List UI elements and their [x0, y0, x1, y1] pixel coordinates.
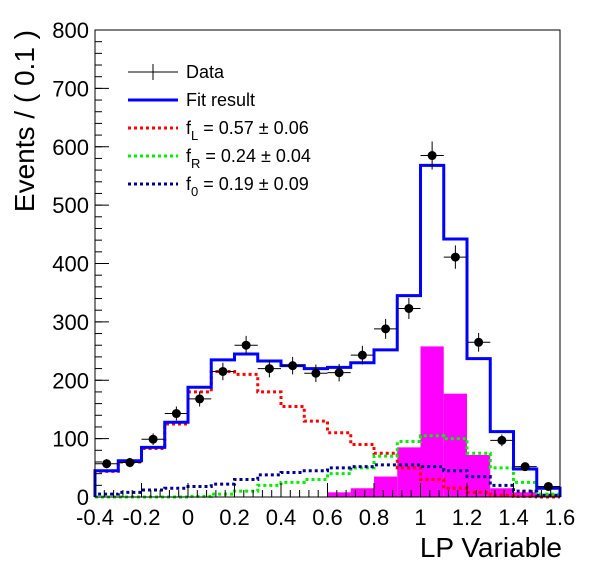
y-tick-label: 400	[52, 252, 89, 277]
x-tick-label: 1.6	[545, 505, 576, 530]
data-point-marker	[241, 340, 251, 350]
legend-item-data: Data	[128, 62, 225, 82]
data-point-marker	[264, 364, 274, 374]
x-tick-label: 1.2	[452, 505, 483, 530]
filled-histogram-bar	[513, 492, 537, 497]
y-tick-label: 600	[52, 135, 89, 160]
data-point	[490, 434, 514, 447]
y-tick-label: 300	[52, 310, 89, 335]
data-point	[304, 364, 328, 383]
data-points-layer	[95, 141, 560, 491]
filled-histogram-bar	[397, 447, 421, 497]
data-point-marker	[102, 459, 112, 469]
y-tick-label: 0	[77, 485, 89, 510]
f0-curve	[93, 463, 562, 497]
data-point	[467, 332, 491, 352]
data-point-marker	[450, 252, 460, 262]
filled-histogram-bar	[490, 488, 514, 497]
legend-label-fit-result: Fit result	[186, 90, 255, 110]
y-axis-title: Events / ( 0.1 )	[9, 30, 40, 212]
data-point-marker	[171, 409, 181, 419]
data-point	[164, 406, 188, 421]
data-point-marker	[474, 337, 484, 347]
y-tick-label: 800	[52, 18, 89, 43]
data-point	[257, 359, 281, 378]
filled-histogram-bar	[327, 492, 351, 497]
x-tick-label: 0	[182, 505, 194, 530]
data-point	[420, 141, 444, 170]
x-tick-label: 0.2	[219, 505, 250, 530]
legend-item-fit-result: Fit result	[128, 90, 255, 110]
y-tick-label: 200	[52, 368, 89, 393]
legend-item-fl: fL = 0.57 ± 0.06	[128, 118, 309, 143]
legend-label-data: Data	[186, 62, 225, 82]
data-point	[95, 459, 119, 469]
data-point	[397, 297, 421, 319]
data-point-marker	[288, 361, 298, 371]
data-point-marker	[404, 303, 414, 313]
y-tick-label: 500	[52, 193, 89, 218]
data-point	[118, 457, 142, 468]
data-point	[281, 356, 305, 375]
y-tick-label: 700	[52, 76, 89, 101]
legend: Data Fit result fL = 0.57 ± 0.06 fR = 0.…	[128, 62, 311, 199]
x-tick-label: -0.4	[76, 505, 114, 530]
fit-result-curve	[93, 163, 562, 497]
data-point-marker	[497, 435, 507, 445]
data-point-marker	[543, 481, 553, 491]
x-tick-label: 1	[414, 505, 426, 530]
y-tick-label: 100	[52, 427, 89, 452]
x-tick-label: 0.4	[266, 505, 297, 530]
legend-label-fr: fR = 0.24 ± 0.04	[186, 146, 311, 171]
data-point-marker	[311, 368, 321, 378]
axis-layer: -0.4 -0.2 0 0.2 0.4 0.6 0.8 1 1.2 1.4 1.6 0 100 200 30…	[52, 18, 575, 530]
data-point-marker	[195, 394, 205, 404]
legend-item-fr: fR = 0.24 ± 0.04	[128, 146, 311, 171]
data-point-marker	[520, 462, 530, 472]
data-point	[536, 481, 560, 491]
data-point-marker	[357, 350, 367, 360]
data-point-marker	[148, 434, 158, 444]
x-tick-label: 0.6	[312, 505, 343, 530]
legend-label-f0: f0 = 0.19 ± 0.09	[186, 174, 309, 199]
data-point	[234, 335, 258, 355]
data-point-marker	[125, 458, 135, 468]
data-point-marker	[334, 368, 344, 378]
x-tick-label: 1.4	[498, 505, 529, 530]
filled-histogram-bar	[443, 393, 467, 497]
data-point-marker	[427, 151, 437, 161]
filled-histogram-bar	[420, 346, 444, 497]
filled-histogram-bar	[350, 488, 374, 497]
fr-curve	[95, 434, 562, 499]
curve-layer	[93, 163, 562, 499]
data-point	[374, 318, 398, 339]
x-tick-label: 0.8	[359, 505, 390, 530]
data-point-marker	[381, 324, 391, 334]
legend-item-f0: f0 = 0.19 ± 0.09	[128, 174, 309, 199]
data-point	[141, 433, 165, 446]
data-point	[327, 363, 351, 382]
data-point-marker	[218, 366, 228, 376]
data-point	[350, 345, 374, 365]
filled-histogram-bar	[374, 476, 398, 497]
x-axis-title: LP Variable	[420, 532, 562, 563]
data-point	[513, 462, 537, 472]
data-point	[443, 245, 467, 269]
data-point	[188, 391, 212, 407]
x-tick-label: -0.2	[123, 505, 161, 530]
legend-label-fl: fL = 0.57 ± 0.06	[186, 118, 309, 143]
plot-frame-background	[95, 30, 560, 497]
data-point	[211, 362, 235, 381]
